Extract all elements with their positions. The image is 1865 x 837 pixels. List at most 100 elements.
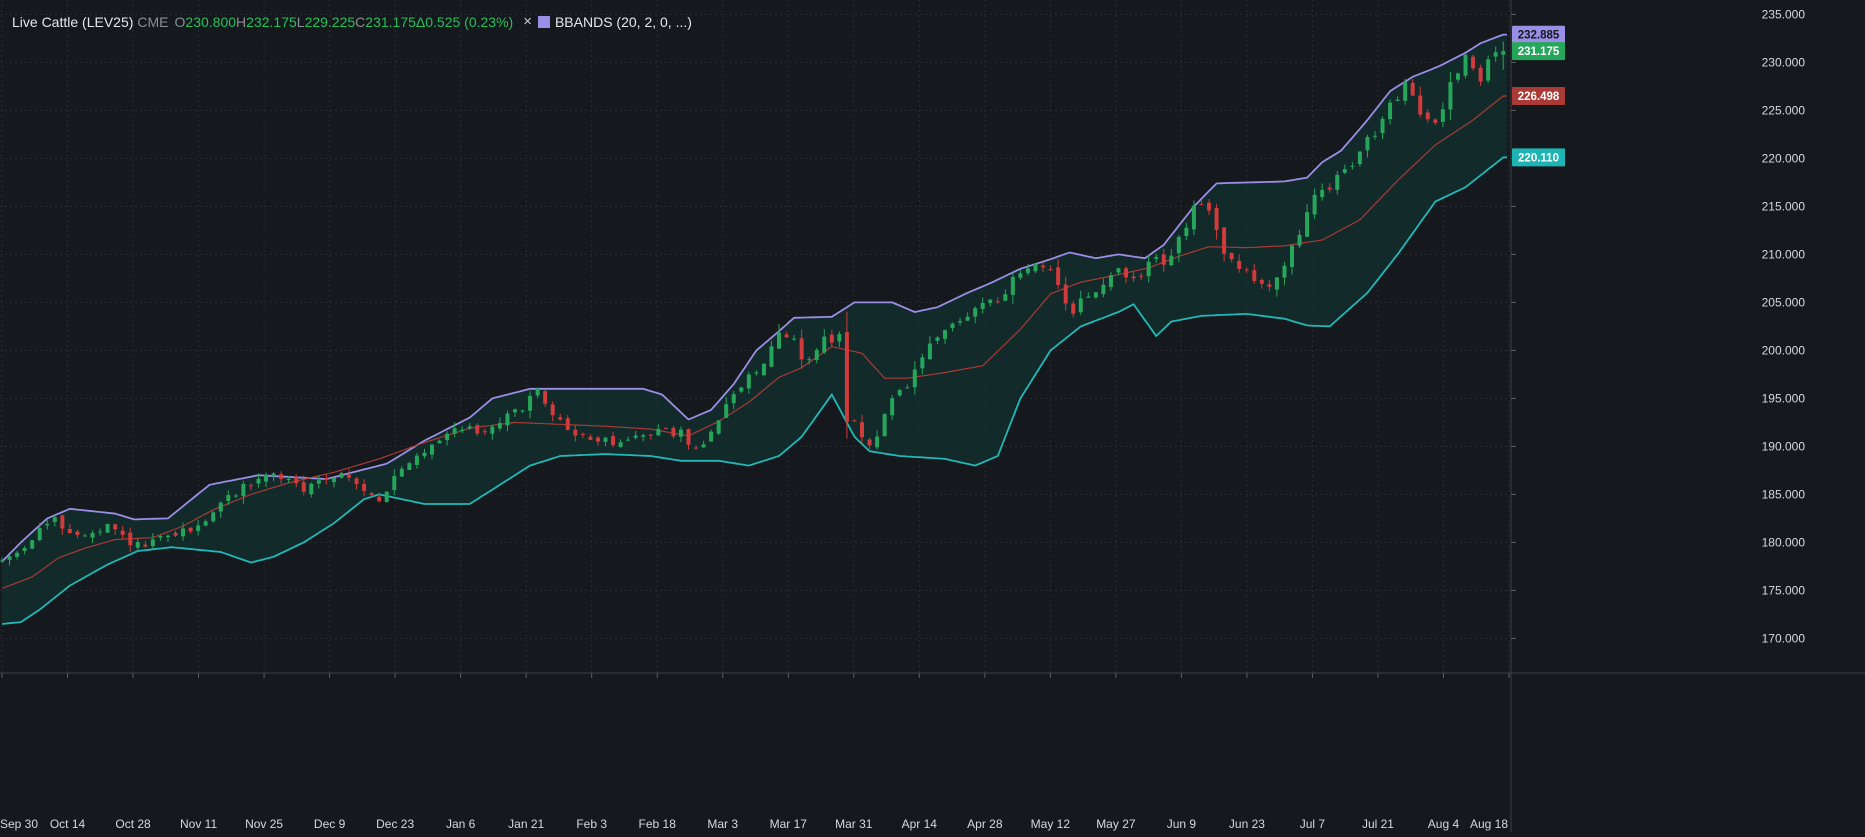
x-tick-label: Jan 21	[508, 817, 544, 831]
candle-body	[173, 532, 178, 536]
candle-body	[437, 440, 442, 444]
candle-body	[1010, 276, 1015, 295]
x-tick-label: Oct 28	[115, 817, 151, 831]
candle-body	[1463, 54, 1468, 76]
candle-body	[633, 435, 638, 438]
candle-body	[1086, 296, 1091, 298]
x-tick-label: Oct 14	[50, 817, 86, 831]
y-tick-label: 225.000	[1762, 103, 1806, 117]
candle-body	[1486, 59, 1491, 81]
price-tag-bg	[1512, 87, 1565, 106]
x-tick-label: Jul 21	[1362, 817, 1394, 831]
candle-body	[528, 395, 533, 411]
candle-body	[844, 332, 849, 422]
candle-body	[701, 444, 706, 448]
candle-body	[1433, 119, 1438, 123]
candle-body	[347, 474, 352, 478]
candle-body	[497, 423, 502, 429]
candle-body	[7, 556, 12, 560]
candle-body	[648, 434, 653, 436]
candle-body	[286, 478, 291, 480]
indicator-label[interactable]: BBANDS (20, 2, 0, ...)	[554, 13, 692, 30]
candle-body	[1471, 56, 1476, 69]
x-tick-label: Aug 4	[1428, 817, 1460, 831]
remove-indicator-icon[interactable]: ×	[523, 13, 532, 30]
candle-body	[875, 436, 880, 448]
candle-body	[264, 474, 269, 482]
candle-body	[1312, 194, 1317, 215]
x-tick-label: Jun 9	[1167, 817, 1197, 831]
candle-body	[218, 502, 223, 512]
price-tag-bg	[1512, 148, 1565, 167]
candle-body	[1395, 99, 1400, 101]
candle-body	[233, 495, 238, 497]
price-tags: 232.885 231.175 226.498 220.110	[1512, 25, 1565, 167]
candle-body	[1252, 270, 1257, 281]
candle-body	[1063, 284, 1068, 304]
x-tick-label: Nov 25	[245, 817, 283, 831]
candle-body	[912, 369, 917, 388]
candle-body	[950, 323, 955, 329]
symbol-name[interactable]: Live Cattle (LEV25)	[12, 13, 134, 30]
open-value: 230.800	[185, 13, 237, 30]
y-tick-label: 180.000	[1762, 535, 1806, 549]
candle-body	[1259, 279, 1264, 284]
candle-body	[316, 480, 321, 484]
close-label: C	[355, 13, 366, 30]
exchange-label: CME	[137, 13, 169, 30]
candle-body	[430, 444, 434, 455]
candle-body	[105, 523, 110, 533]
candle-body	[1131, 276, 1136, 279]
price-tag-label: 231.175	[1518, 46, 1560, 58]
candle-body	[1101, 284, 1106, 295]
candle-body	[241, 483, 246, 497]
x-tick-label: Dec 9	[314, 817, 346, 831]
price-tag-label: 226.498	[1518, 91, 1560, 103]
bollinger-bands	[1, 33, 1507, 625]
candle-body	[641, 435, 646, 437]
candle-body	[1214, 208, 1219, 230]
candle-body	[1274, 277, 1279, 290]
candle-body	[1320, 189, 1325, 198]
candle-body	[807, 359, 812, 361]
candle-body	[694, 447, 699, 449]
candle-body	[761, 363, 766, 376]
lower-band-line	[1, 156, 1507, 625]
x-tick-label: Feb 3	[576, 817, 607, 831]
candle-body	[324, 478, 329, 480]
candle-body	[196, 525, 201, 531]
candle-body	[905, 387, 910, 389]
candle-body	[1365, 137, 1370, 151]
x-tick-label: May 27	[1096, 817, 1136, 831]
candle-body	[1267, 284, 1272, 287]
candle-body	[30, 540, 35, 549]
y-tick-label: 190.000	[1762, 439, 1806, 453]
candle-body	[580, 434, 585, 436]
candle-body	[1222, 227, 1227, 254]
candle-body	[799, 338, 804, 360]
x-tick-label: Sep 30	[0, 817, 38, 831]
candle-body	[709, 431, 714, 442]
candle-body	[407, 463, 412, 470]
candle-body	[535, 388, 540, 396]
candle-body	[1305, 212, 1310, 237]
candle-body	[331, 477, 336, 483]
candle-body	[882, 414, 887, 437]
candle-body	[1184, 227, 1189, 237]
candle-body	[226, 495, 231, 501]
candle-body	[1455, 73, 1460, 80]
y-tick-label: 195.000	[1762, 391, 1806, 405]
candle-body	[867, 439, 872, 446]
candle-body	[663, 428, 668, 430]
candle-body	[686, 429, 691, 445]
candle-body	[565, 418, 570, 430]
candle-body	[588, 436, 593, 440]
candle-body	[384, 491, 389, 502]
candle-body	[1124, 268, 1129, 278]
candle-body	[573, 429, 578, 436]
low-value: 229.225	[304, 13, 356, 30]
candle-body	[973, 308, 978, 317]
